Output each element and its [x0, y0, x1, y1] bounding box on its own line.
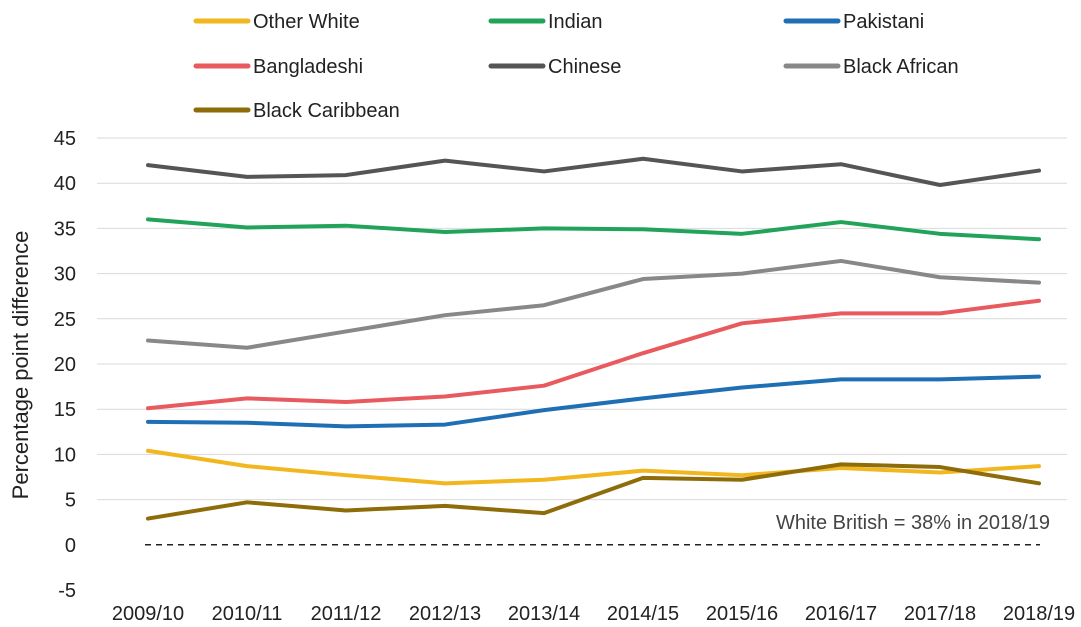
series-line-black-caribbean [146, 462, 1041, 521]
legend-label-bangladeshi: Bangladeshi [253, 56, 363, 78]
series-line-chinese [146, 156, 1041, 188]
y-tick-label: 20 [54, 354, 76, 376]
y-tick-label: 30 [54, 264, 76, 286]
series-line-bangladeshi [146, 298, 1041, 411]
x-tick-label: 2016/17 [805, 603, 877, 625]
y-tick-label: -5 [58, 580, 76, 602]
y-tick-label: 40 [54, 173, 76, 195]
x-tick-label: 2009/10 [112, 603, 184, 625]
y-tick-label: 45 [54, 128, 76, 150]
legend-label-black-caribbean: Black Caribbean [253, 100, 400, 122]
x-tick-label: 2010/11 [212, 603, 283, 625]
y-axis-title: Percentage point difference [8, 231, 33, 500]
x-tick-label: 2011/12 [311, 603, 382, 625]
series-line-pakistani [146, 374, 1041, 429]
series-line-black-african [146, 258, 1041, 350]
x-tick-label: 2017/18 [904, 603, 976, 625]
y-axis-ticks: -5 0 5 10 15 20 25 30 35 40 45 [54, 128, 76, 602]
y-tick-label: 15 [54, 399, 76, 421]
y-tick-label: 25 [54, 309, 76, 331]
legend-label-indian: Indian [548, 11, 603, 33]
legend-label-other-white: Other White [253, 11, 360, 33]
y-tick-label: 5 [65, 490, 76, 512]
y-tick-label: 10 [54, 444, 76, 466]
series-line-other-white [146, 448, 1041, 486]
x-tick-label: 2012/13 [409, 603, 481, 625]
white-british-annotation: White British = 38% in 2018/19 [776, 512, 1050, 534]
series-line-indian [146, 217, 1041, 242]
legend-label-chinese: Chinese [548, 56, 621, 78]
x-tick-label: 2013/14 [508, 603, 580, 625]
series-lines [146, 156, 1041, 521]
legend-label-pakistani: Pakistani [843, 11, 924, 33]
legend: Other White Indian Pakistani Bangladeshi Chi… [193, 11, 959, 122]
x-axis-ticks: 2009/10 2010/11 2011/12 2012/13 2013/14 2014/… [112, 603, 1075, 625]
x-tick-label: 2015/16 [706, 603, 778, 625]
x-tick-label: 2014/15 [607, 603, 679, 625]
y-tick-label: 0 [65, 535, 76, 557]
gridlines [97, 137, 1067, 501]
legend-label-black-african: Black African [843, 56, 959, 78]
x-tick-label: 2018/19 [1003, 603, 1075, 625]
y-tick-label: 35 [54, 218, 76, 240]
